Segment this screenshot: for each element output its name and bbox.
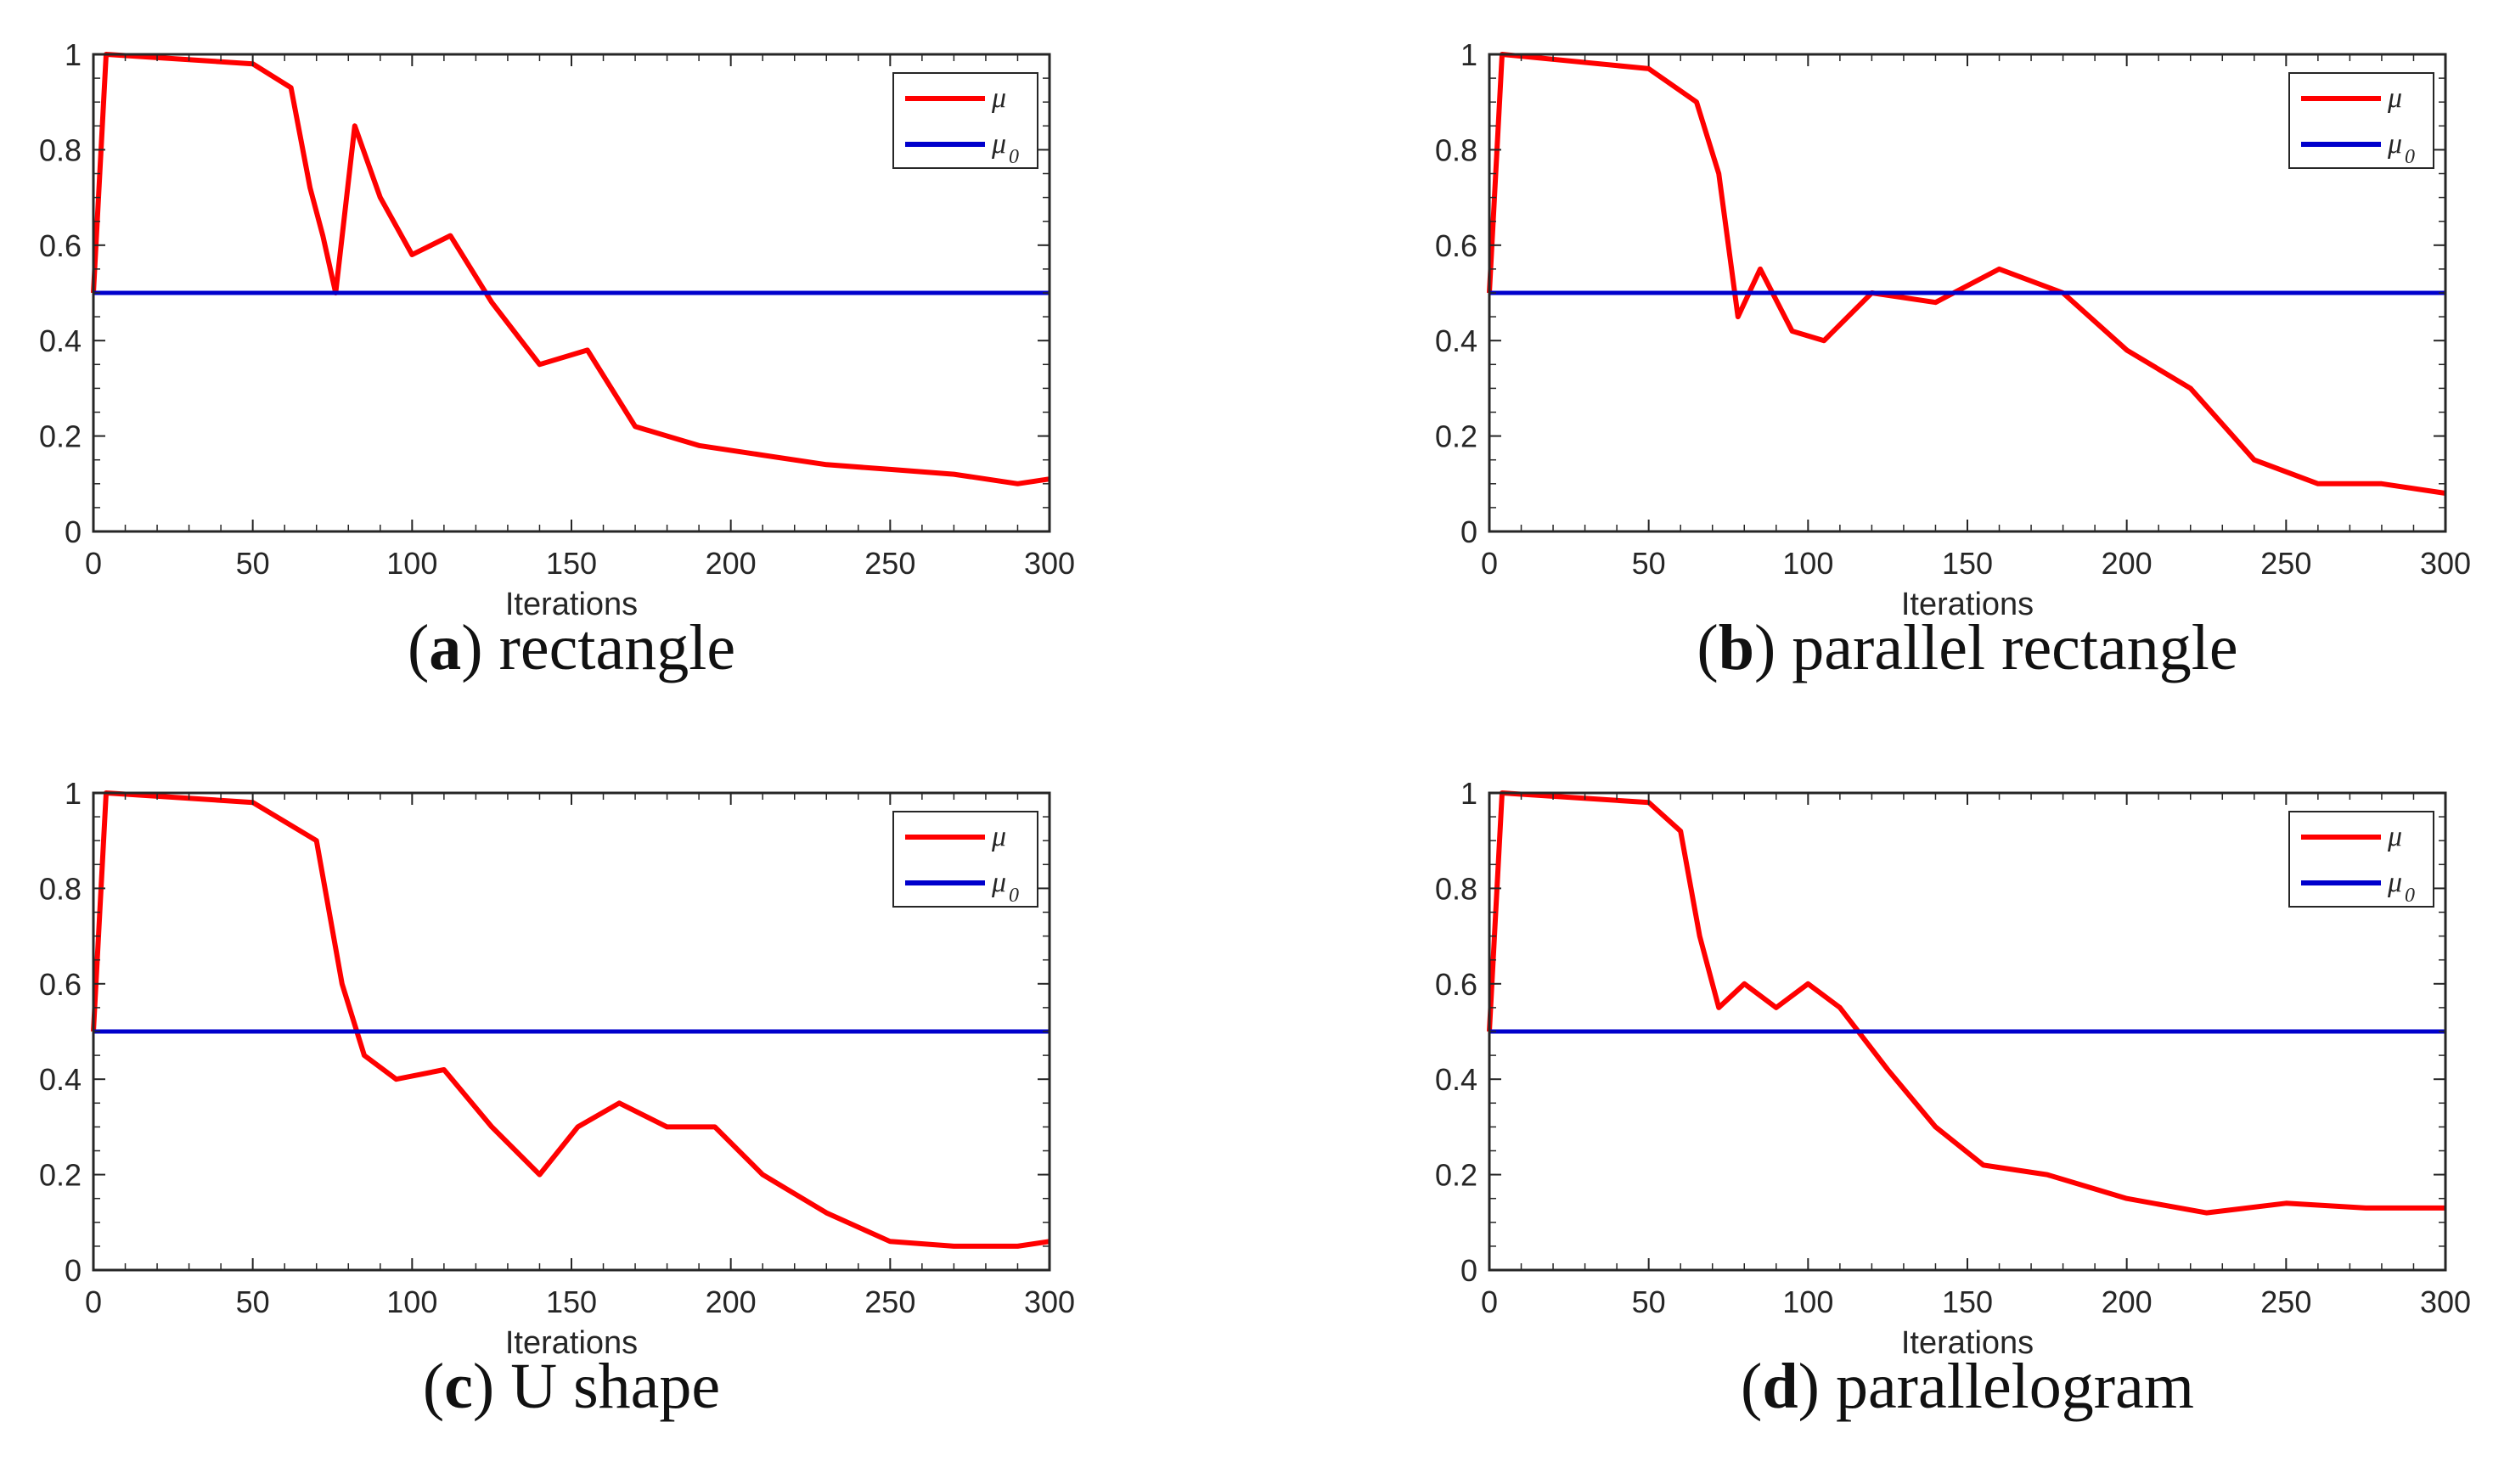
x-tick-label: 250	[864, 1284, 915, 1319]
y-tick-label: 0.2	[1435, 419, 1477, 454]
y-tick-label: 0	[1460, 1253, 1477, 1288]
x-tick-label: 200	[706, 1284, 757, 1319]
x-tick-label: 100	[386, 546, 437, 581]
chart-panel-b: 0 50 100 150 200 250 300 0 0.2 0.4 0.6 0.8 1 Iteratio…	[1435, 37, 2471, 683]
x-tick-label: 50	[236, 546, 270, 581]
chart-panel-d: 0 50 100 150 200 250 300 0 0.2 0.4 0.6 0.8 1 Iteratio…	[1435, 776, 2471, 1422]
legend: μμ 0	[2288, 811, 2434, 908]
x-tick-label: 200	[2102, 1284, 2153, 1319]
legend-label: μ	[991, 867, 1006, 898]
x-axis-label: Iterations	[1901, 1325, 2034, 1361]
panel-caption: (b) parallel rectangle	[1697, 612, 2237, 683]
x-tick-label: 100	[1782, 1284, 1833, 1319]
x-tick-label: 200	[706, 546, 757, 581]
panel-caption-text: parallelogram	[1836, 1351, 2194, 1422]
legend-box	[892, 72, 1038, 169]
legend-box	[2288, 72, 2434, 169]
y-tick-label: 0.2	[39, 419, 82, 454]
x-tick-label: 300	[2420, 546, 2471, 581]
y-tick-label: 0.2	[1435, 1158, 1477, 1193]
legend-label: μ	[2387, 82, 2402, 114]
legend-label-subscript: 0	[2405, 146, 2415, 168]
x-axis-label: Iterations	[1901, 587, 2034, 622]
y-tick-label: 0.6	[1435, 967, 1477, 1002]
panel-caption: (a) rectangle	[408, 612, 735, 683]
y-tick-label: 0.6	[39, 228, 82, 263]
x-tick-label: 50	[236, 1284, 270, 1319]
legend-label: μ	[2387, 821, 2402, 852]
legend-box	[892, 811, 1038, 908]
y-tick-label: 1	[65, 37, 82, 72]
y-tick-label: 0.8	[1435, 132, 1477, 167]
y-tick-label: 0.8	[39, 871, 82, 906]
y-tick-label: 0.4	[1435, 1062, 1477, 1097]
y-tick-label: 1	[65, 776, 82, 811]
y-tick-label: 0	[65, 1253, 82, 1288]
panel-caption-text: U shape	[510, 1351, 720, 1422]
x-axis-label: Iterations	[505, 1325, 638, 1361]
y-tick-label: 0	[65, 514, 82, 549]
panel-caption-text: parallel rectangle	[1792, 612, 2237, 683]
x-tick-label: 300	[2420, 1284, 2471, 1319]
panel-caption-letter: d	[1762, 1351, 1798, 1422]
x-tick-label: 150	[546, 1284, 597, 1319]
y-tick-label: 0.4	[39, 323, 82, 358]
x-tick-label: 250	[2260, 1284, 2311, 1319]
panel-caption-letter: c	[444, 1351, 473, 1422]
legend: μμ 0	[2288, 72, 2434, 169]
y-tick-label: 0.2	[39, 1158, 82, 1193]
legend-label: μ	[991, 82, 1006, 114]
x-tick-label: 0	[85, 546, 102, 581]
legend-label: μ	[2387, 128, 2402, 160]
x-tick-label: 50	[1632, 546, 1666, 581]
legend: μμ 0	[892, 811, 1038, 908]
x-tick-label: 150	[546, 546, 597, 581]
x-tick-label: 0	[1481, 1284, 1498, 1319]
x-tick-label: 100	[1782, 546, 1833, 581]
series-mu-line	[1487, 790, 2445, 1216]
panel-caption-letter: a	[429, 612, 461, 683]
x-tick-label: 100	[386, 1284, 437, 1319]
y-tick-label: 1	[1460, 776, 1477, 811]
y-tick-label: 0.6	[39, 967, 82, 1002]
x-tick-label: 250	[2260, 546, 2311, 581]
y-tick-label: 0.4	[1435, 323, 1477, 358]
x-axis-label: Iterations	[505, 587, 638, 622]
legend-label: μ	[991, 821, 1006, 852]
legend: μμ 0	[892, 72, 1038, 169]
y-tick-label: 0.8	[1435, 871, 1477, 906]
legend-box	[2288, 811, 2434, 908]
series-mu-line	[91, 790, 1050, 1249]
chart-panel-c: 0 50 100 150 200 250 300 0 0.2 0.4 0.6 0.8 1 Iteratio…	[39, 776, 1075, 1422]
panel-caption-text: rectangle	[499, 612, 735, 683]
x-tick-label: 250	[864, 546, 915, 581]
x-tick-label: 200	[2102, 546, 2153, 581]
legend-label: μ	[991, 128, 1006, 160]
panel-caption: (d) parallelogram	[1741, 1351, 2194, 1422]
y-tick-label: 0	[1460, 514, 1477, 549]
y-tick-label: 0.8	[39, 132, 82, 167]
legend-label-subscript: 0	[2405, 885, 2415, 907]
x-tick-label: 300	[1024, 546, 1075, 581]
series-mu-line	[91, 52, 1050, 486]
panel-caption: (c) U shape	[423, 1351, 720, 1422]
y-tick-label: 1	[1460, 37, 1477, 72]
x-tick-label: 150	[1942, 1284, 1993, 1319]
x-tick-label: 0	[85, 1284, 102, 1319]
legend-label-subscript: 0	[1009, 885, 1019, 907]
chart-panel-a: 0 50 100 150 200 250 300 0 0.2 0.4 0.6 0.8 1 Iteratio…	[39, 37, 1075, 683]
y-tick-label: 0.6	[1435, 228, 1477, 263]
x-tick-label: 150	[1942, 546, 1993, 581]
y-tick-label: 0.4	[39, 1062, 82, 1097]
x-tick-label: 300	[1024, 1284, 1075, 1319]
x-tick-label: 50	[1632, 1284, 1666, 1319]
panel-caption-letter: b	[1719, 612, 1754, 683]
legend-label: μ	[2387, 867, 2402, 898]
x-tick-label: 0	[1481, 546, 1498, 581]
legend-label-subscript: 0	[1009, 146, 1019, 168]
